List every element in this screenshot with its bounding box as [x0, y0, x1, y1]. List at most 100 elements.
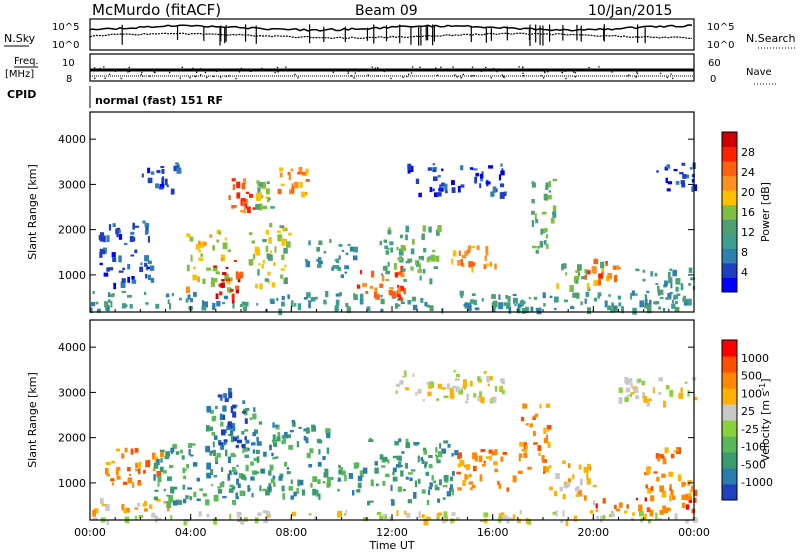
heatmap-cell: [366, 306, 371, 311]
heatmap-cell: [206, 472, 212, 479]
heatmap-cell: [244, 436, 247, 441]
freq-dot: [522, 72, 524, 74]
heatmap-cell: [130, 254, 135, 257]
freq-dot: [353, 77, 355, 79]
heatmap-cell: [247, 206, 251, 213]
freq-dot: [277, 71, 279, 73]
colorbar-swatch: [722, 248, 737, 264]
heatmap-cell: [656, 476, 660, 482]
heatmap-cell: [407, 499, 412, 504]
heatmap-cell: [173, 500, 178, 506]
heatmap-cell: [279, 172, 283, 178]
heatmap-cell: [435, 255, 440, 262]
heatmap-cell: [501, 389, 505, 395]
freq-dot: [518, 66, 520, 68]
heatmap-cell: [323, 300, 327, 305]
heatmap-cell: [239, 303, 244, 308]
heatmap-cell: [244, 429, 249, 432]
freq-dot: [473, 75, 475, 77]
heatmap-cell: [290, 300, 294, 307]
heatmap-cell: [212, 265, 218, 272]
heatmap-cell: [657, 456, 661, 462]
heatmap-cell: [614, 275, 618, 283]
heatmap-cell: [311, 425, 316, 432]
heatmap-cell: [112, 257, 117, 262]
heatmap-cell: [436, 229, 440, 236]
freq-dot: [285, 66, 287, 68]
heatmap-cell: [644, 513, 647, 521]
heatmap-cell: [230, 435, 234, 443]
heatmap-cell: [498, 513, 504, 521]
freq-dot: [612, 69, 615, 71]
heatmap-cell: [431, 475, 434, 481]
heatmap-cell: [382, 266, 388, 271]
heatmap-cell: [544, 466, 550, 473]
heatmap-cell: [643, 396, 647, 403]
heatmap-cell: [584, 298, 587, 304]
heatmap-cell: [326, 433, 331, 439]
heatmap-cell: [219, 482, 225, 488]
heatmap-cell: [669, 494, 672, 502]
freq-dot: [485, 66, 487, 69]
heatmap-cell: [416, 260, 420, 267]
heatmap-cell: [543, 228, 548, 232]
heatmap-cell: [312, 488, 317, 496]
heatmap-cell: [428, 463, 433, 468]
heatmap-cell: [635, 395, 640, 400]
heatmap-cell: [154, 515, 158, 523]
freq-dot: [193, 75, 196, 77]
heatmap-cell: [159, 183, 165, 189]
freq-panel-frame: [89, 53, 695, 82]
heatmap-cell: [290, 479, 293, 484]
heatmap-cell: [346, 306, 351, 313]
heatmap-cell: [145, 226, 149, 234]
heatmap-cell: [553, 178, 558, 182]
heatmap-cell: [627, 394, 631, 397]
heatmap-cell: [403, 488, 406, 492]
heatmap-cell: [436, 517, 440, 520]
heatmap-cell: [527, 466, 532, 470]
heatmap-cell: [531, 210, 535, 215]
heatmap-cell: [271, 282, 275, 288]
heatmap-cell: [391, 500, 395, 506]
heatmap-cell: [586, 472, 589, 480]
colorbar-tick-label: 16: [741, 206, 755, 219]
heatmap-cell: [387, 459, 390, 464]
heatmap-cell: [552, 205, 557, 213]
heatmap-cell: [473, 299, 477, 305]
heatmap-cell: [235, 289, 239, 294]
freq-dot: [393, 70, 395, 72]
heatmap-cell: [244, 198, 248, 205]
heatmap-cell: [587, 464, 590, 471]
heatmap-cell: [202, 278, 206, 285]
heatmap-cell: [523, 453, 528, 458]
heatmap-cell: [183, 498, 187, 504]
heatmap-cell: [519, 510, 522, 515]
heatmap-cell: [528, 296, 531, 300]
heatmap-cell: [312, 476, 318, 482]
heatmap-cell: [693, 489, 698, 497]
heatmap-cell: [659, 454, 664, 459]
heatmap-cell: [267, 199, 270, 203]
heatmap-cell: [308, 302, 311, 309]
heatmap-cell: [429, 482, 433, 487]
heatmap-cell: [268, 237, 272, 244]
heatmap-cell: [185, 298, 189, 303]
heatmap-cell: [303, 435, 307, 441]
heatmap-cell: [673, 168, 678, 172]
heatmap-cell: [451, 452, 454, 457]
freq-dot: [179, 77, 181, 79]
heatmap-cell: [486, 375, 490, 383]
heatmap-cell: [642, 392, 646, 399]
heatmap-cell: [470, 487, 473, 491]
heatmap-cell: [667, 292, 672, 300]
heatmap-cell: [633, 387, 639, 393]
heatmap-cell: [446, 383, 451, 390]
heatmap-cell: [228, 488, 234, 493]
heatmap-cell: [580, 301, 583, 306]
heatmap-cell: [562, 494, 566, 500]
heatmap-cell: [257, 187, 261, 194]
heatmap-cell: [407, 170, 411, 174]
heatmap-cell: [305, 427, 310, 434]
